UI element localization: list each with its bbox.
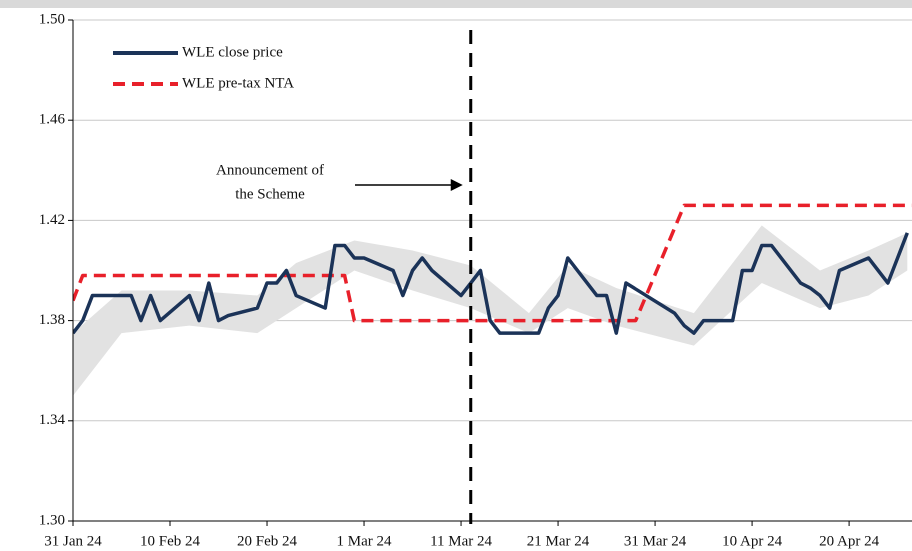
x-tick-label: 10 Apr 24 <box>722 533 783 549</box>
x-tick-label: 10 Feb 24 <box>140 533 201 549</box>
annotation-text: the Scheme <box>235 186 305 202</box>
x-tick-label: 20 Apr 24 <box>819 533 880 549</box>
series-line <box>73 232 909 335</box>
series-line <box>73 203 912 323</box>
legend-label: WLE pre-tax NTA <box>182 75 294 91</box>
annotation-text: Announcement of <box>216 162 324 178</box>
legend-label: WLE close price <box>182 44 283 60</box>
x-tick-label: 21 Mar 24 <box>527 533 590 549</box>
y-tick-label: 1.30 <box>39 512 65 528</box>
x-tick-label: 31 Jan 24 <box>44 533 102 549</box>
y-tick-label: 1.50 <box>39 11 65 27</box>
range-band <box>73 225 908 396</box>
plot-area <box>73 203 912 396</box>
y-tick-label: 1.42 <box>39 212 65 228</box>
y-tick-label: 1.46 <box>39 112 66 128</box>
x-tick-label: 20 Feb 24 <box>237 533 298 549</box>
x-tick-label: 11 Mar 24 <box>430 533 492 549</box>
header-bar <box>0 0 912 8</box>
y-tick-label: 1.38 <box>39 312 65 328</box>
x-tick-label: 1 Mar 24 <box>337 533 392 549</box>
x-tick-label: 31 Mar 24 <box>624 533 687 549</box>
annotation-arrowhead <box>450 179 463 191</box>
y-tick-label: 1.34 <box>39 412 66 428</box>
axes: 1.30 1.34 1.38 1.42 1.46 1.50 31 Jan 24 10 Feb … <box>39 11 912 549</box>
